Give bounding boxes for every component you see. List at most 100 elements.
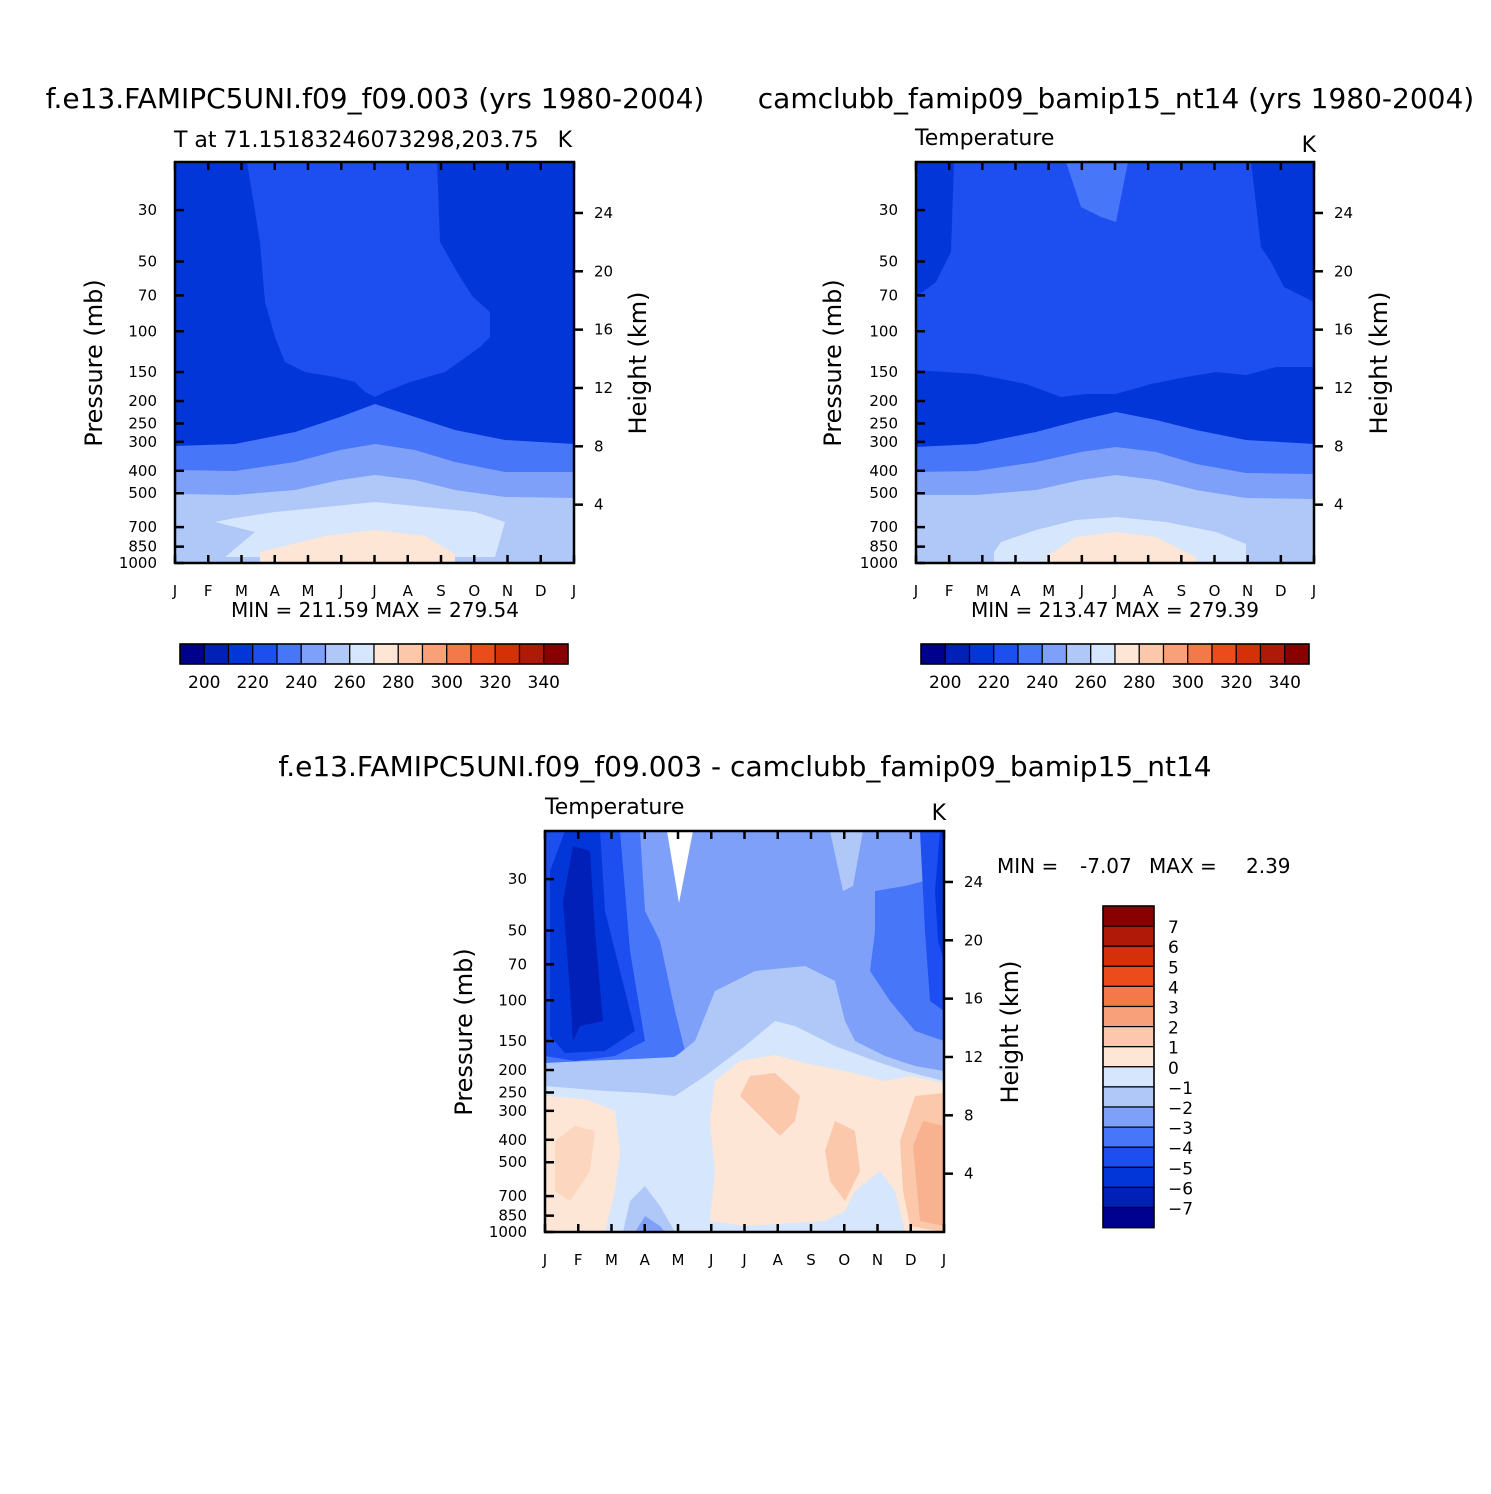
y-tick-right-label: 8	[964, 1106, 974, 1124]
contour-fill	[247, 162, 490, 397]
colorbar-swatch	[470, 643, 496, 665]
y-tick-label: 500	[869, 484, 898, 502]
y-tick-right-label: 4	[594, 496, 604, 514]
y-tick-right-label: 4	[1334, 496, 1344, 514]
y-tick-label: 200	[498, 1061, 527, 1079]
y-tick-label: 300	[869, 433, 898, 451]
colorbar-swatch	[179, 643, 205, 665]
y-tick-right-label: 12	[964, 1048, 983, 1066]
colorbar-label: 7	[1168, 918, 1179, 938]
y-tick-label: 700	[498, 1187, 527, 1205]
colorbar-swatch	[1102, 1166, 1155, 1189]
y-tick-label: 500	[498, 1153, 527, 1171]
colorbar-label: 200	[188, 673, 220, 693]
colorbar-swatch	[518, 643, 545, 665]
y-tick-right-label: 24	[1334, 204, 1353, 222]
panel-a-units: K	[558, 128, 573, 153]
colorbar-swatch	[1102, 1126, 1155, 1148]
x-tick-label: J	[1112, 582, 1117, 600]
x-tick-label: A	[403, 582, 414, 600]
colorbar-label: −4	[1168, 1139, 1193, 1159]
colorbar-swatch	[1102, 1005, 1155, 1028]
colorbar-swatch	[397, 643, 424, 665]
y-tick-label: 850	[869, 538, 898, 556]
x-tick-label: J	[941, 1251, 946, 1269]
colorbar-swatch	[1041, 643, 1068, 665]
colorbar-swatch	[1102, 1186, 1155, 1209]
colorbar-swatch	[543, 643, 569, 665]
x-tick-label: J	[172, 582, 177, 600]
colorbar-swatch	[1102, 1025, 1155, 1048]
y-tick-right-label: 24	[964, 873, 983, 891]
colorbar-swatch	[1102, 1066, 1155, 1088]
panel-model-a: f.e13.FAMIPC5UNI.f09_f09.003 (yrs 1980-2…	[46, 82, 705, 622]
colorbar-label: −2	[1168, 1099, 1193, 1119]
colorbar-swatch	[1187, 643, 1213, 665]
panel-a-plot	[173, 160, 576, 565]
y-tick-label: 150	[128, 363, 157, 381]
colorbar-label: 6	[1168, 938, 1179, 958]
x-tick-label: S	[806, 1251, 816, 1269]
y-tick-label: 200	[128, 392, 157, 410]
y-tick-label: 50	[138, 253, 157, 271]
y-tick-right-label: 12	[594, 379, 613, 397]
y-tick-label: 700	[128, 518, 157, 536]
y-tick-label: 1000	[489, 1223, 527, 1241]
y-tick-label: 400	[128, 462, 157, 480]
colorbar-swatch	[1138, 643, 1165, 665]
panel-c-min-value: -7.07	[1080, 854, 1132, 878]
x-tick-label: N	[872, 1251, 883, 1269]
y-tick-label: 700	[869, 518, 898, 536]
y-tick-right-label: 4	[964, 1165, 974, 1183]
colorbar-swatch	[1102, 1086, 1155, 1108]
x-tick-label: A	[773, 1251, 784, 1269]
colorbar-label: 260	[334, 673, 366, 693]
panel-b-subtitle: Temperature	[914, 126, 1054, 151]
y-tick-label: 250	[498, 1083, 527, 1101]
colorbar-swatch	[968, 643, 995, 665]
colorbar-label: 280	[1123, 673, 1155, 693]
y-tick-label: 50	[508, 922, 527, 940]
x-tick-label: J	[708, 1251, 713, 1269]
colorbar-swatch	[227, 643, 254, 665]
x-tick-label: A	[1143, 582, 1154, 600]
colorbar-label: 340	[1269, 673, 1301, 693]
y-tick-label: 30	[879, 201, 898, 219]
x-tick-label: D	[1275, 582, 1287, 600]
colorbar-label: 300	[431, 673, 463, 693]
y-tick-label: 250	[869, 414, 898, 432]
colorbar-label: 0	[1168, 1059, 1179, 1079]
y-tick-right-label: 12	[1334, 379, 1353, 397]
contour-fill	[1251, 162, 1314, 302]
colorbar-swatch	[494, 643, 521, 665]
colorbar-label: 260	[1075, 673, 1107, 693]
y-tick-label: 850	[498, 1207, 527, 1225]
colorbar-swatch	[1102, 1206, 1155, 1229]
colorbar-label: 220	[978, 673, 1010, 693]
contour-fill	[1046, 532, 1196, 563]
x-tick-label: D	[905, 1251, 917, 1269]
x-tick-label: O	[838, 1251, 850, 1269]
x-tick-label: S	[1177, 582, 1187, 600]
x-tick-label: M	[672, 1251, 685, 1269]
y-tick-label: 100	[128, 322, 157, 340]
y-tick-label: 300	[128, 433, 157, 451]
panel-c-plot	[543, 829, 946, 1234]
y-tick-right-label: 16	[1334, 321, 1353, 339]
colorbar-swatch	[1102, 985, 1155, 1008]
panel-a-ylabel-right: Height (km)	[624, 292, 652, 435]
x-tick-label: J	[571, 582, 576, 600]
colorbar-swatch	[1090, 643, 1116, 665]
x-tick-label: M	[1042, 582, 1055, 600]
colorbar-swatch	[373, 643, 399, 665]
contour-fill	[740, 1073, 800, 1136]
colorbar-label: 340	[528, 673, 560, 693]
panel-a-subtitle: T at 71.15183246073298,203.75	[173, 128, 538, 153]
colorbar-swatch	[1259, 643, 1286, 665]
colorbar-frame	[1102, 905, 1155, 1229]
generated-axes: J F M A M J J A S O N D J305070100150200250300400500…	[119, 162, 1353, 1269]
colorbar-label: 2	[1168, 1019, 1179, 1039]
y-tick-label: 400	[869, 462, 898, 480]
colorbar-swatch	[1102, 905, 1155, 927]
